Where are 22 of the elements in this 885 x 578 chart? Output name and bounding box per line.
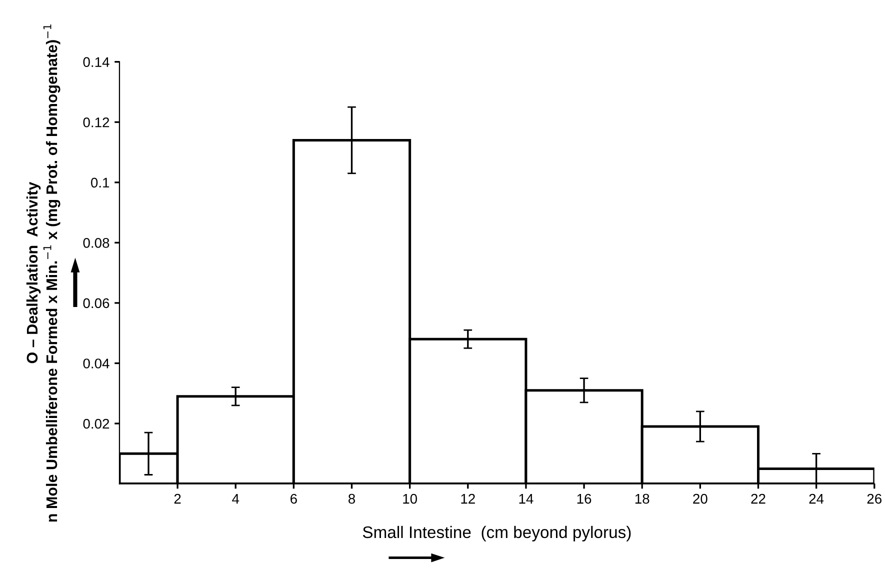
x-tick-label: 16	[577, 494, 592, 504]
x-tick-label: 4	[232, 494, 240, 504]
x-tick-label: 2	[174, 494, 181, 504]
y-tick-label: 0.02	[83, 418, 110, 429]
y-tick-label: 0.08	[83, 238, 110, 248]
x-tick-label: 18	[635, 494, 650, 504]
y-axis-title: O – Dealkylation Activity n Mole Umbelliferone Formed x Min.$^{−1}$ x (mg Prot. of Homogenate)$^{−1}$	[26, 24, 60, 522]
x-tick-label: 24	[809, 494, 824, 504]
x-tick-label: 26	[867, 494, 882, 504]
x-tick-label: 6	[290, 494, 297, 504]
y-tick-label: 0.12	[83, 117, 110, 128]
x-tick-label: 14	[519, 494, 534, 504]
x-tick-label: 12	[461, 494, 475, 504]
x-tick-label: 8	[348, 494, 356, 504]
y-tick-label: 0.1	[90, 178, 110, 188]
y-tick-label: 0.06	[83, 298, 110, 308]
x-tick-label: 20	[693, 494, 708, 504]
x-axis-title: Small Intestine (cm beyond pylorus)	[362, 526, 631, 542]
x-tick-label: 22	[751, 494, 766, 504]
x-tick-label: 10	[403, 494, 418, 504]
y-tick-label: 0.14	[83, 57, 110, 68]
y-tick-label: 0.04	[83, 358, 110, 368]
